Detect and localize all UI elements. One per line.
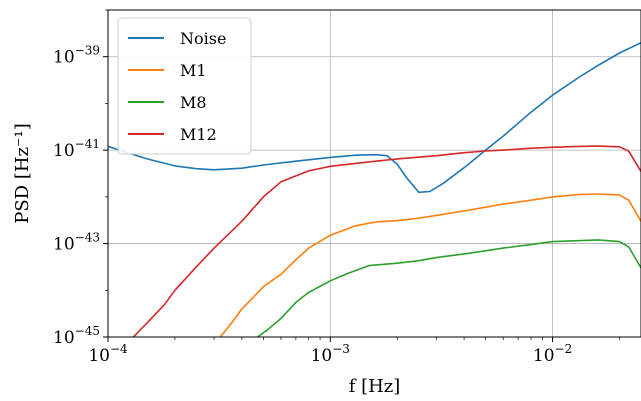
legend-label: M8: [180, 93, 207, 112]
series-line-m12: [132, 145, 641, 337]
y-tick-label: 10−39: [53, 44, 100, 68]
legend-label: M1: [180, 61, 207, 80]
legend-label: Noise: [180, 29, 226, 48]
series-line-m1: [219, 193, 641, 337]
x-tick-label: 10−4: [88, 342, 128, 366]
series-line-m8: [256, 239, 641, 337]
legend: Noise M1 M8 M12: [117, 17, 252, 155]
series-line-noise: [108, 41, 641, 194]
x-axis-label: f [Hz]: [349, 376, 401, 397]
y-tick-label: 10−41: [53, 137, 100, 161]
y-tick-label: 10−45: [53, 324, 100, 348]
legend-label: M12: [180, 125, 217, 144]
series-lines: [108, 41, 641, 337]
tick-labels: 10−4 10−3 10−2 10−45 10−43 10−41 10−39: [53, 44, 572, 366]
y-tick-label: 10−43: [53, 231, 100, 255]
x-tick-label: 10−3: [311, 342, 350, 366]
plot-frame: [107, 9, 641, 338]
axis-ticks: [103, 9, 620, 342]
axes-frame: [107, 9, 641, 338]
x-tick-label: 10−2: [533, 342, 572, 366]
legend-box: [117, 17, 252, 155]
y-axis-label: PSD [Hz⁻¹]: [12, 123, 33, 224]
